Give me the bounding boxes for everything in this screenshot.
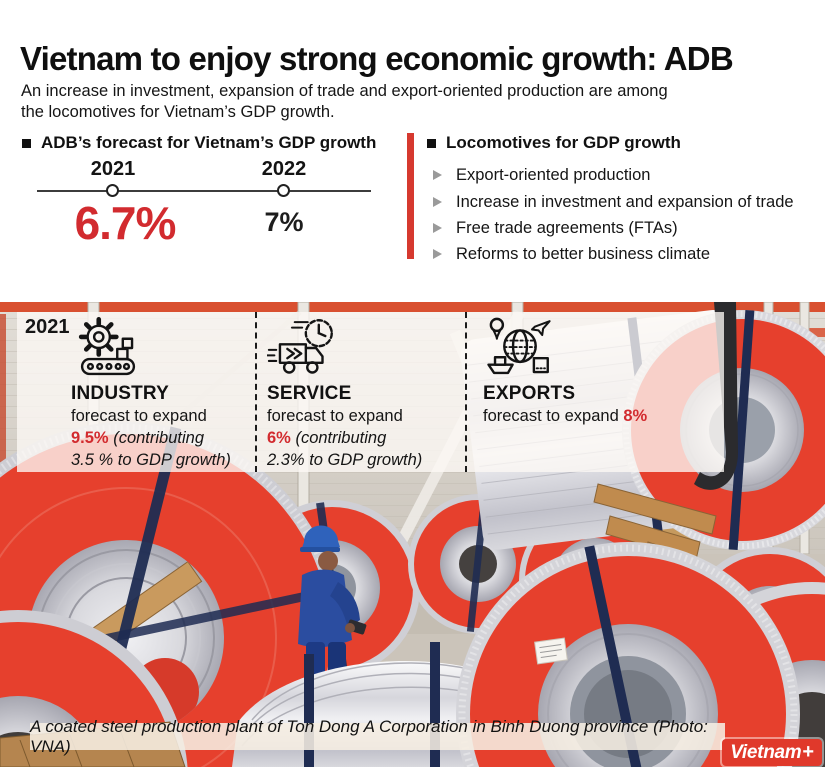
square-bullet-icon [427,138,436,148]
forecast-heading-label: ADB’s forecast for Vietnam’s GDP growth [41,133,377,152]
service-line-2: 6% (contributing [267,429,387,447]
exports-globe-shipping-icon [483,314,557,382]
industry-title: INDUSTRY [71,383,170,404]
locomotives-heading-label: Locomotives for GDP growth [446,133,681,152]
industry-line-3: 3.5 % to GDP growth) [71,451,231,469]
service-line-3: 2.3% to GDP growth) [267,451,423,469]
exports-title: EXPORTS [483,383,576,404]
subtitle-line-2: the locomotives for Vietnam’s GDP growth… [21,102,335,121]
locomotives-heading: Locomotives for GDP growth [427,133,681,153]
triangle-bullet-icon [433,197,442,207]
service-delivery-truck-icon [267,314,341,382]
exports-column: EXPORTS forecast to expand 8% [483,314,723,427]
year-label-2021: 2021 [90,158,136,180]
industry-column: INDUSTRY forecast to expand 9.5% (contri… [71,314,251,471]
service-title: SERVICE [267,383,352,404]
vietnamplus-logo: Vietnam + [722,739,822,766]
gdp-2022-value: 7% [264,207,304,237]
service-line-1: forecast to expand [267,407,403,425]
locomotive-item: Increase in investment and expansion of … [432,193,794,212]
exports-line-1: forecast to expand 8% [483,407,648,425]
dashed-divider [465,312,467,472]
dashed-divider [255,312,257,472]
triangle-bullet-icon [433,223,442,233]
triangle-bullet-icon [433,249,442,259]
red-accent-bar [407,133,414,259]
timeline-dot-2021 [106,184,119,197]
square-bullet-icon [22,138,31,148]
page-title: Vietnam to enjoy strong economic growth:… [20,40,734,78]
large-steel-coil [456,542,800,767]
locomotive-item: Export-oriented production [432,166,650,185]
timeline-line [37,190,371,192]
photo-caption: A coated steel production plant of Ton D… [30,717,725,756]
logo-plus-icon: + [802,741,814,763]
timeline-dot-2022 [277,184,290,197]
industry-line-2: 9.5% (contributing [71,429,205,447]
industry-gear-conveyor-icon [71,314,145,382]
photo-overlay-panel: 2021 [17,312,724,472]
gdp-2021-value: 6.7% [74,197,177,249]
locomotive-item: Reforms to better business climate [432,245,710,264]
coil-label [534,637,568,665]
subtitle-line-1: An increase in investment, expansion of … [21,81,668,100]
industry-line-1: forecast to expand [71,407,207,425]
forecast-heading: ADB’s forecast for Vietnam’s GDP growth [22,133,376,153]
logo-text: Vietnam [730,741,802,763]
year-label-2022: 2022 [261,158,307,180]
triangle-bullet-icon [433,170,442,180]
service-column: SERVICE forecast to expand 6% (contribut… [267,314,457,471]
overlay-year-label: 2021 [25,316,70,338]
crane-hook [694,302,738,490]
photo-section: 2021 [0,302,825,767]
locomotive-item: Free trade agreements (FTAs) [432,219,678,238]
